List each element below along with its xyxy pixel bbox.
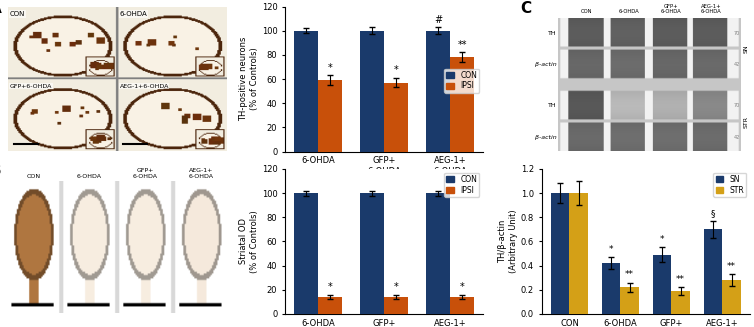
Bar bbox=[450, 297, 474, 314]
Text: A: A bbox=[0, 1, 2, 16]
Text: **: ** bbox=[625, 270, 634, 280]
Text: TH: TH bbox=[548, 31, 556, 36]
Text: CON: CON bbox=[26, 174, 41, 179]
Text: *: * bbox=[394, 282, 398, 292]
Text: §: § bbox=[711, 209, 716, 218]
Text: SN: SN bbox=[743, 45, 749, 53]
Text: TH: TH bbox=[548, 103, 556, 108]
Text: *: * bbox=[460, 282, 464, 292]
Text: CON: CON bbox=[10, 11, 26, 17]
Bar bbox=[450, 57, 474, 151]
Bar bbox=[722, 280, 740, 314]
Y-axis label: TH-positive neurons
(% of Controls): TH-positive neurons (% of Controls) bbox=[240, 37, 259, 121]
Text: 42: 42 bbox=[734, 135, 740, 140]
Bar bbox=[671, 291, 690, 314]
Text: *: * bbox=[394, 65, 398, 76]
Text: **: ** bbox=[458, 40, 467, 50]
Bar bbox=[318, 297, 342, 314]
Legend: CON, IPSI: CON, IPSI bbox=[444, 68, 480, 93]
Bar bbox=[427, 193, 450, 314]
Text: *: * bbox=[609, 245, 614, 254]
Bar bbox=[704, 229, 722, 314]
Bar bbox=[653, 255, 671, 314]
Text: *: * bbox=[327, 282, 333, 292]
Text: β-actin: β-actin bbox=[535, 62, 556, 67]
Text: AEG-1+
6-OHDA: AEG-1+ 6-OHDA bbox=[700, 4, 722, 14]
Text: AEG-1+
6-OHDA: AEG-1+ 6-OHDA bbox=[188, 168, 213, 179]
Text: CON: CON bbox=[581, 9, 593, 14]
Y-axis label: Striatal OD
(% of Controls): Striatal OD (% of Controls) bbox=[240, 210, 259, 273]
Y-axis label: TH/β-actin
(Arbitrary Unit): TH/β-actin (Arbitrary Unit) bbox=[498, 210, 518, 273]
Text: 42: 42 bbox=[734, 62, 740, 67]
Bar bbox=[551, 193, 569, 314]
Text: 6-OHDA: 6-OHDA bbox=[618, 9, 639, 14]
Text: C: C bbox=[521, 1, 532, 16]
Text: 70: 70 bbox=[734, 103, 740, 108]
Text: **: ** bbox=[727, 262, 736, 271]
Bar bbox=[427, 31, 450, 151]
Bar bbox=[384, 297, 408, 314]
Text: GFP+
6-OHDA: GFP+ 6-OHDA bbox=[661, 4, 682, 14]
Text: 6-OHDA: 6-OHDA bbox=[119, 11, 147, 17]
Bar bbox=[384, 83, 408, 151]
Text: GFP+6-OHDA: GFP+6-OHDA bbox=[10, 84, 52, 89]
Text: B: B bbox=[0, 163, 2, 178]
Text: *: * bbox=[660, 235, 664, 245]
Text: **: ** bbox=[676, 275, 685, 284]
Text: GFP+
6-OHDA: GFP+ 6-OHDA bbox=[133, 168, 158, 179]
Bar bbox=[569, 193, 588, 314]
Bar bbox=[294, 193, 318, 314]
Text: *: * bbox=[327, 63, 333, 73]
Bar bbox=[602, 263, 621, 314]
Bar bbox=[294, 31, 318, 151]
Legend: CON, IPSI: CON, IPSI bbox=[444, 173, 480, 197]
Text: 70: 70 bbox=[734, 31, 740, 36]
Text: #: # bbox=[434, 15, 443, 25]
Bar bbox=[360, 193, 384, 314]
Text: AEG-1+6-OHDA: AEG-1+6-OHDA bbox=[119, 84, 169, 89]
Text: 6-OHDA: 6-OHDA bbox=[77, 174, 102, 179]
Text: β-actin: β-actin bbox=[535, 135, 556, 140]
Bar bbox=[360, 31, 384, 151]
Legend: SN, STR: SN, STR bbox=[713, 173, 746, 197]
Text: STR: STR bbox=[743, 115, 749, 128]
Bar bbox=[621, 287, 639, 314]
Bar bbox=[318, 80, 342, 151]
